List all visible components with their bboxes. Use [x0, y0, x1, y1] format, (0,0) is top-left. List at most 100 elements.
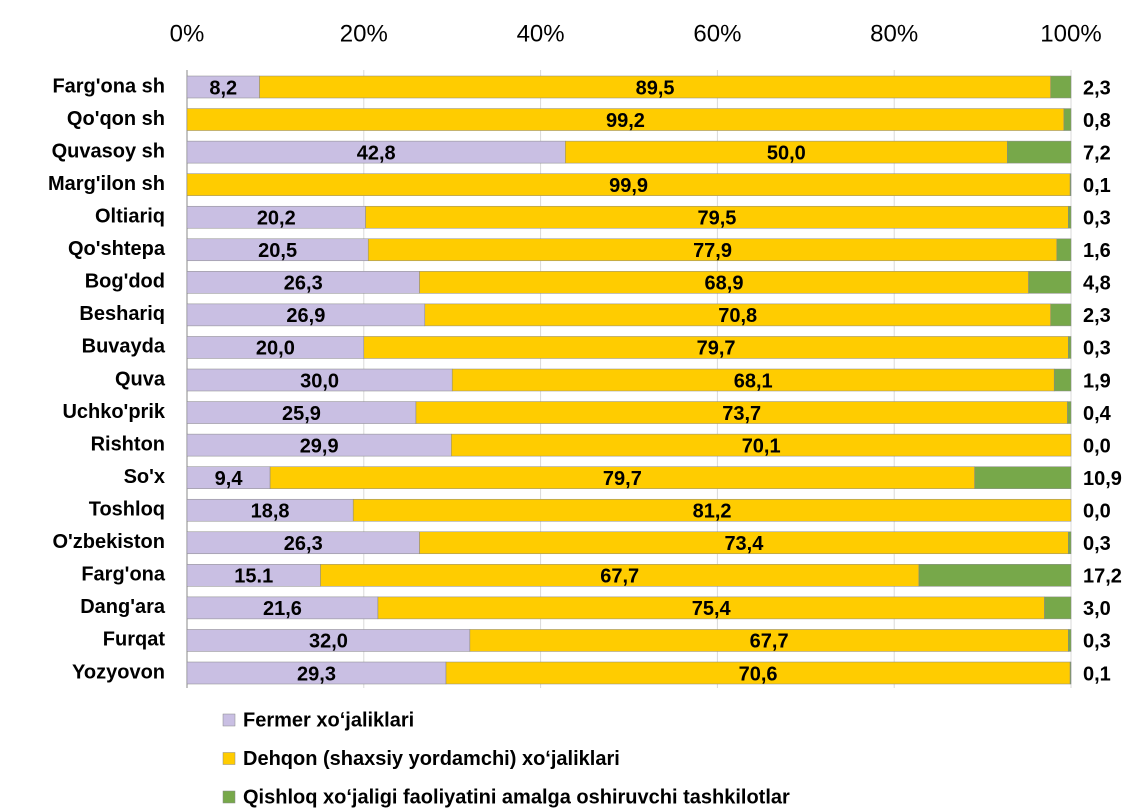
data-label: 26,9: [286, 305, 325, 327]
data-label: 32,0: [309, 631, 348, 653]
data-label: 18,8: [251, 501, 290, 523]
y-tick-label: Beshariq: [79, 303, 165, 325]
data-label: 0,1: [1083, 663, 1111, 685]
bar-segment: [1069, 661, 1072, 685]
y-tick-label: O'zbekiston: [52, 531, 165, 553]
y-tick-label: Furqat: [103, 629, 166, 651]
bar-segment: [1068, 531, 1072, 555]
data-label: 0,1: [1083, 175, 1111, 197]
x-tick-label: 40%: [517, 20, 565, 47]
data-label: 70,8: [718, 305, 757, 327]
x-tick-label: 20%: [340, 20, 388, 47]
bar-segment: [352, 498, 1072, 522]
y-tick-label: Toshloq: [89, 499, 165, 521]
data-label: 4,8: [1083, 273, 1111, 295]
x-tick-label: 60%: [693, 20, 741, 47]
data-label: 0,3: [1083, 631, 1111, 653]
y-tick-label: Yozyovon: [72, 661, 165, 683]
y-tick-label: Marg'ilon sh: [48, 173, 165, 195]
y-tick-label: Buvayda: [82, 336, 166, 358]
x-tick-label: 0%: [170, 20, 205, 47]
y-tick-label: Quvasoy sh: [52, 140, 165, 162]
bar-segment: [1044, 596, 1072, 620]
data-label: 0,0: [1083, 501, 1111, 523]
data-label: 68,1: [734, 370, 773, 392]
y-tick-label: Farg'ona: [81, 564, 166, 586]
data-label: 42,8: [357, 142, 396, 164]
data-label: 99,2: [606, 110, 645, 132]
data-label: 26,3: [284, 273, 323, 295]
data-label: 73,4: [724, 533, 764, 555]
data-label: 9,4: [215, 468, 244, 490]
data-label: 17,2: [1083, 566, 1122, 588]
y-tick-label: Oltiariq: [95, 206, 165, 228]
data-label: 0,8: [1083, 110, 1111, 132]
data-label: 79,7: [603, 468, 642, 490]
y-tick-label: Uchko'prik: [62, 401, 165, 423]
data-label: 8,2: [209, 77, 237, 99]
bar-segment: [918, 564, 1072, 587]
data-label: 68,9: [705, 273, 744, 295]
bar-segment: [1028, 271, 1072, 294]
data-label: 7,2: [1083, 142, 1111, 164]
data-label: 89,5: [636, 77, 675, 99]
data-label: 0,4: [1083, 403, 1112, 425]
data-label: 29,3: [297, 663, 336, 685]
bar-segment: [1056, 238, 1072, 262]
y-tick-label: So'x: [124, 466, 165, 488]
data-label: 70,6: [739, 663, 778, 685]
bar-segment: [1007, 140, 1072, 164]
data-label: 15.1: [234, 566, 273, 588]
data-label: 20,2: [257, 208, 296, 230]
bar-segment: [1053, 368, 1072, 392]
data-label: 79,5: [697, 208, 736, 230]
data-label: 0,3: [1083, 533, 1111, 555]
data-label: 81,2: [693, 501, 732, 523]
data-label: 79,7: [697, 338, 736, 360]
bar-segment: [1050, 75, 1072, 99]
data-label: 70,1: [742, 435, 781, 457]
data-label: 3,0: [1083, 598, 1111, 620]
bar-segment: [451, 433, 1072, 457]
bar-segment: [1068, 336, 1072, 359]
y-tick-label: Qo'shtepa: [68, 238, 166, 260]
y-tick-label: Farg'ona sh: [52, 75, 165, 97]
data-label: 10,9: [1083, 468, 1122, 490]
legend-label: Fermer xoʻjaliklari: [243, 709, 414, 731]
y-tick-label: Dang'ara: [80, 596, 166, 618]
data-label: 0,3: [1083, 208, 1111, 230]
data-label: 20,0: [256, 338, 295, 360]
data-label: 99,9: [609, 175, 648, 197]
data-label: 73,7: [722, 403, 761, 425]
data-label: 0,0: [1083, 435, 1111, 457]
data-label: 1,9: [1083, 370, 1111, 392]
data-label: 2,3: [1083, 305, 1111, 327]
bar-segment: [1068, 629, 1072, 652]
bar-segment: [1063, 108, 1072, 131]
data-label: 50,0: [767, 142, 806, 164]
data-label: 1,6: [1083, 240, 1111, 262]
y-tick-label: Bog'dod: [85, 271, 165, 293]
data-label: 21,6: [263, 598, 302, 620]
data-label: 20,5: [258, 240, 297, 262]
legend-label: Dehqon (shaxsiy yordamchi) xoʻjaliklari: [243, 748, 620, 770]
legend-label: Qishloq xoʻjaligi faoliyatini amalga osh…: [243, 786, 790, 808]
data-label: 26,3: [284, 533, 323, 555]
bar-segment: [1050, 303, 1072, 327]
y-tick-label: Qo'qon sh: [67, 108, 165, 130]
data-label: 67,7: [600, 566, 639, 588]
bar-segment: [974, 466, 1072, 489]
data-label: 29,9: [300, 435, 339, 457]
data-label: 25,9: [282, 403, 321, 425]
data-label: 0,3: [1083, 338, 1111, 360]
bar-segment: [1069, 173, 1072, 196]
y-tick-label: Quva: [115, 368, 166, 390]
data-label: 77,9: [693, 240, 732, 262]
data-label: 75,4: [692, 598, 732, 620]
data-label: 30,0: [300, 370, 339, 392]
y-tick-label: Rishton: [91, 433, 165, 455]
legend-swatch: [222, 752, 236, 765]
legend-swatch: [222, 713, 236, 727]
x-tick-label: 80%: [870, 20, 918, 47]
